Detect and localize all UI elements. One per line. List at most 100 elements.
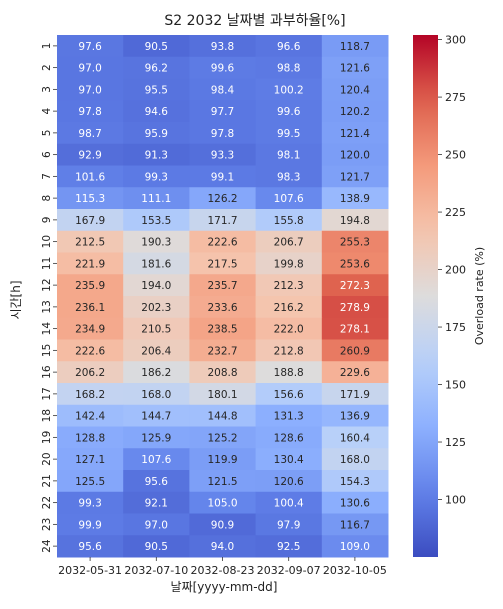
colorbar-tick-label: 225 — [445, 206, 466, 219]
heatmap-cell — [57, 122, 124, 145]
cell-value-label: 229.6 — [340, 367, 370, 379]
heatmap-cell — [123, 404, 190, 427]
cell-value-label: 95.6 — [145, 476, 169, 488]
heatmap-cell — [321, 317, 389, 340]
y-tick-label: 1 — [41, 43, 53, 50]
cell-value-label: 109.0 — [340, 541, 370, 553]
colorbar-tick-label: 200 — [445, 264, 466, 277]
cell-value-label: 96.6 — [277, 41, 301, 53]
heatmap-cell — [57, 187, 124, 210]
heatmap-cell — [321, 209, 389, 232]
colorbar-gradient — [413, 35, 438, 557]
heatmap-cell — [321, 143, 389, 166]
heatmap-cell — [255, 404, 323, 427]
heatmap-cell — [57, 56, 124, 79]
heatmap-cell — [57, 448, 124, 471]
cell-value-label: 153.5 — [141, 215, 171, 227]
cell-value-label: 90.9 — [211, 519, 234, 531]
cell-value-label: 128.6 — [274, 432, 304, 444]
cell-value-label: 96.2 — [145, 63, 168, 75]
cell-value-label: 188.8 — [274, 367, 304, 379]
colorbar-tick-label: 150 — [445, 379, 466, 392]
heatmap-cell — [255, 143, 323, 166]
x-axis-ticks: 2032-05-31 2032-07-10 2032-08-23 2032-09-07… — [58, 557, 387, 577]
cell-value-label: 160.4 — [340, 432, 370, 444]
heatmap-cell — [189, 230, 257, 253]
heatmap-cell — [321, 252, 389, 275]
x-tick-label: 2032-09-07 — [257, 564, 321, 577]
heatmap-cell — [321, 491, 389, 514]
cell-value-label: 208.8 — [207, 367, 237, 379]
cell-value-label: 116.7 — [340, 519, 370, 531]
cell-value-label: 194.8 — [340, 215, 370, 227]
cell-value-label: 120.0 — [340, 150, 370, 162]
cell-value-label: 98.3 — [277, 171, 300, 183]
heatmap-cell — [123, 165, 190, 188]
cell-value-label: 121.4 — [340, 128, 370, 140]
cell-value-label: 171.7 — [207, 215, 237, 227]
y-axis-label: 시간[h] — [9, 280, 23, 319]
heatmap-cell — [255, 317, 323, 340]
cell-value-label: 212.5 — [75, 237, 105, 249]
cell-value-label: 105.0 — [207, 498, 237, 510]
cell-value-label: 233.6 — [207, 302, 237, 314]
heatmap-cell — [57, 426, 124, 449]
heatmap-cell — [123, 100, 190, 123]
cell-value-label: 107.6 — [141, 454, 171, 466]
cell-value-label: 222.6 — [75, 345, 105, 357]
heatmap-cell — [57, 491, 124, 514]
cell-value-label: 222.6 — [207, 237, 237, 249]
heatmap-cell — [123, 513, 190, 536]
cell-value-label: 120.6 — [274, 476, 304, 488]
heatmap-cell — [255, 491, 323, 514]
cell-value-label: 101.6 — [75, 171, 105, 183]
heatmap-cell — [255, 296, 323, 319]
y-tick-label: 7 — [41, 173, 53, 180]
heatmap-cell — [57, 339, 124, 362]
cell-value-label: 278.9 — [340, 302, 370, 314]
y-tick-label: 8 — [41, 195, 53, 202]
heatmap-cell — [57, 209, 124, 232]
heatmap-cell — [123, 361, 190, 384]
cell-value-label: 206.4 — [141, 345, 171, 357]
heatmap-cell — [57, 35, 124, 58]
x-tick-label: 2032-08-23 — [191, 564, 255, 577]
cell-value-label: 100.4 — [274, 498, 304, 510]
cell-value-label: 94.0 — [211, 541, 234, 553]
cell-value-label: 118.7 — [340, 41, 370, 53]
heatmap-cell — [255, 209, 323, 232]
cell-value-label: 186.2 — [141, 367, 171, 379]
cell-value-label: 235.9 — [75, 280, 105, 292]
cell-value-label: 107.6 — [274, 193, 304, 205]
cell-value-label: 97.7 — [211, 106, 234, 118]
heatmap-cell — [255, 187, 323, 210]
heatmap-cell — [57, 296, 124, 319]
cell-value-label: 97.0 — [145, 519, 168, 531]
cell-value-label: 138.9 — [340, 193, 370, 205]
cell-value-label: 121.6 — [340, 63, 370, 75]
cell-value-label: 121.7 — [340, 171, 370, 183]
heatmap-cell — [189, 383, 257, 406]
heatmap-cell — [255, 448, 323, 471]
cell-value-label: 97.0 — [78, 63, 101, 75]
cell-value-label: 100.2 — [274, 84, 304, 96]
x-tick-label: 2032-07-10 — [124, 564, 188, 577]
cell-value-label: 206.2 — [75, 367, 105, 379]
y-tick-label: 14 — [41, 322, 53, 336]
cell-value-label: 156.6 — [274, 389, 304, 401]
heatmap-cell — [189, 361, 257, 384]
cell-value-label: 194.0 — [141, 280, 171, 292]
heatmap-cell — [255, 535, 323, 558]
cell-value-label: 130.6 — [340, 498, 370, 510]
heatmap-cell — [321, 165, 389, 188]
heatmap-cell — [57, 470, 124, 493]
x-tick-label: 2032-05-31 — [58, 564, 122, 577]
cell-value-label: 238.5 — [207, 324, 237, 336]
y-tick-label: 4 — [41, 107, 53, 114]
x-tick-label: 2032-10-05 — [323, 564, 387, 577]
heatmap-cell — [189, 274, 257, 297]
heatmap-cell — [189, 404, 257, 427]
cell-value-label: 98.4 — [211, 84, 235, 96]
heatmap-cell — [255, 78, 323, 101]
